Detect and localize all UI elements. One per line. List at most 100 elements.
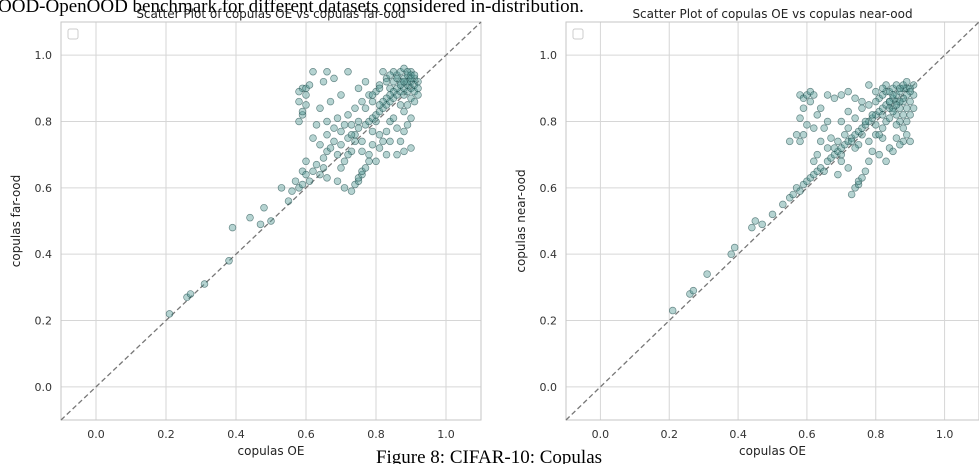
data-point — [319, 164, 328, 172]
data-point — [906, 97, 914, 106]
data-point — [748, 223, 756, 232]
data-point — [330, 124, 338, 132]
data-point — [878, 124, 887, 132]
data-point — [837, 157, 846, 166]
data-point — [400, 147, 408, 156]
data-point — [228, 223, 237, 232]
data-point — [295, 117, 303, 126]
data-point — [796, 137, 804, 146]
data-point — [820, 124, 828, 132]
data-point — [871, 87, 880, 96]
data-point — [851, 144, 859, 152]
data-point — [323, 131, 331, 139]
data-point — [851, 94, 859, 103]
data-point — [365, 157, 373, 166]
data-point — [323, 174, 331, 182]
data-point — [844, 164, 852, 172]
data-point — [333, 114, 342, 122]
y-tick-label: 0.6 — [540, 182, 558, 195]
data-point — [358, 97, 366, 106]
data-point — [344, 67, 352, 76]
data-point — [834, 170, 842, 179]
data-point — [337, 164, 345, 172]
data-point — [844, 107, 852, 116]
data-point — [796, 187, 804, 195]
data-point — [902, 77, 911, 86]
data-point — [298, 180, 307, 189]
data-point — [830, 94, 839, 103]
data-point — [337, 127, 345, 136]
data-point — [288, 187, 296, 195]
y-tick-label: 0.2 — [540, 315, 558, 328]
plot-frame — [60, 21, 482, 421]
data-point — [823, 91, 832, 99]
data-point — [892, 134, 901, 142]
data-point — [906, 137, 914, 146]
data-point — [386, 137, 394, 146]
x-tick-label: 0.8 — [867, 428, 885, 441]
data-point — [414, 91, 422, 99]
data-point — [358, 147, 366, 156]
data-point — [372, 157, 380, 166]
data-point — [337, 140, 345, 149]
data-point — [868, 147, 877, 156]
y-tick-label: 0.4 — [35, 248, 53, 261]
y-tick-label: 1.0 — [35, 49, 53, 62]
y-tick-label: 0.8 — [35, 116, 53, 129]
data-point — [305, 177, 314, 185]
data-point — [375, 84, 384, 93]
data-point — [909, 104, 918, 112]
data-point — [351, 104, 359, 112]
data-point — [813, 111, 821, 119]
data-point — [337, 91, 345, 99]
data-point — [892, 101, 901, 109]
header-text: OOD-OpenOOD benchmark for different data… — [0, 0, 584, 17]
data-point — [368, 140, 377, 149]
x-tick-label: 0.4 — [227, 428, 245, 441]
data-point — [410, 97, 419, 106]
x-tick-label: 0.6 — [798, 428, 816, 441]
data-point — [256, 220, 265, 229]
data-point — [368, 97, 377, 106]
data-point — [858, 174, 866, 182]
diagonal-reference-line — [565, 21, 979, 421]
data-point — [358, 137, 366, 146]
data-point — [382, 150, 391, 159]
data-point — [847, 190, 856, 199]
data-point — [758, 220, 766, 229]
data-point — [277, 184, 286, 192]
data-point — [810, 91, 818, 99]
data-point — [316, 170, 324, 179]
data-point — [878, 111, 887, 119]
data-point — [354, 84, 363, 93]
data-point — [403, 121, 412, 129]
data-point — [361, 104, 370, 112]
data-point — [302, 157, 310, 166]
data-point — [400, 77, 408, 86]
data-point — [382, 127, 391, 136]
data-point — [316, 140, 324, 149]
scatter-plot-left: 0.0 0.2 0.4 0.6 0.8 1.0 0.0 0.2 0.4 0.6 0.8 1.0 Scat… — [9, 7, 482, 458]
data-point — [354, 124, 363, 132]
data-point — [344, 111, 352, 119]
data-point — [319, 77, 328, 86]
x-tick-label: 0.8 — [367, 428, 385, 441]
data-point — [837, 91, 846, 99]
data-point — [868, 111, 877, 119]
data-point — [326, 144, 335, 152]
data-point — [885, 104, 894, 112]
x-tick-label: 0.6 — [297, 428, 315, 441]
chart-title: Scatter Plot of copulas OE vs copulas ne… — [632, 7, 912, 21]
data-point — [260, 203, 268, 212]
data-point — [837, 150, 846, 159]
data-point — [319, 154, 328, 162]
data-point — [823, 117, 832, 126]
legend-box — [67, 28, 79, 40]
data-point — [885, 114, 894, 122]
data-point — [785, 137, 794, 146]
data-point — [302, 101, 310, 109]
data-point — [813, 150, 821, 159]
data-point — [816, 137, 825, 146]
data-point — [316, 104, 324, 112]
x-tick-label: 1.0 — [437, 428, 455, 441]
